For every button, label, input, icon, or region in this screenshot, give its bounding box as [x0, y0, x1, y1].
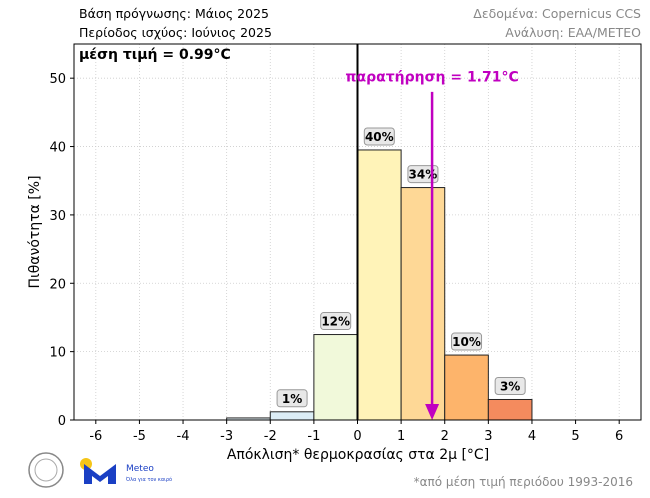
histogram-bar	[313, 334, 358, 421]
meteo-logo-text: Meteo	[126, 464, 154, 474]
x-tick-label: 1	[397, 429, 405, 444]
y-axis-label: Πιθανότητα [%]	[27, 175, 43, 288]
bar-label-box	[407, 165, 439, 184]
bar-label: 3%	[500, 379, 520, 393]
data-source: Δεδομένα: Copernicus CCS	[473, 6, 641, 21]
y-tick-label: 50	[49, 72, 66, 87]
histogram-bar	[400, 187, 446, 421]
meteo-logo-sun	[80, 458, 92, 470]
x-axis-label: Απόκλιση* θερμοκρασίας στα 2μ [°C]	[227, 447, 489, 463]
meteo-logo-m	[84, 464, 116, 484]
university-seal-logo	[28, 452, 64, 488]
bar-label: 12%	[321, 315, 350, 329]
validity-period: Περίοδος ισχύος: Ιούνιος 2025	[79, 25, 272, 40]
histogram-bar	[269, 411, 315, 421]
analysis-credit: Ανάλυση: ΕΑΑ/METEO	[505, 25, 641, 40]
university-seal-inner	[34, 458, 58, 482]
x-tick-label: 6	[615, 429, 623, 444]
mean-label: μέση τιμή = 0.99°C	[79, 47, 231, 63]
y-tick-label: 30	[49, 209, 66, 224]
bar-label-box	[363, 127, 395, 146]
x-tick-label: -3	[220, 429, 233, 444]
histogram-bar	[487, 398, 533, 421]
footnote: *από μέση τιμή περιόδου 1993-2016	[413, 475, 633, 489]
observation-label: παρατήρηση = 1.71°C	[345, 70, 518, 86]
y-tick-label: 40	[49, 141, 66, 156]
y-tick-label: 10	[49, 346, 66, 361]
y-tick-label: 0	[58, 414, 66, 429]
bar-label: 34%	[409, 168, 438, 182]
histogram-bar	[357, 149, 402, 421]
x-tick-label: 5	[571, 429, 579, 444]
bar-label-box	[276, 389, 308, 408]
x-tick-label: -4	[177, 429, 190, 444]
x-tick-label: -5	[133, 429, 146, 444]
bar-label-box	[320, 312, 352, 331]
x-tick-label: 4	[528, 429, 536, 444]
plot-frame	[73, 43, 642, 421]
bar-label: 40%	[365, 130, 394, 144]
bar-label: 10%	[452, 335, 481, 349]
bar-label-box	[494, 376, 526, 395]
x-tick-label: -6	[89, 429, 102, 444]
bar-label: 1%	[282, 392, 302, 406]
histogram-bar	[444, 354, 489, 421]
forecast-base: Βάση πρόγνωσης: Μάιος 2025	[79, 6, 269, 21]
bar-label-box	[451, 332, 483, 351]
x-tick-label: -1	[307, 429, 320, 444]
x-tick-label: 2	[441, 429, 449, 444]
x-tick-label: 3	[484, 429, 492, 444]
y-tick-label: 20	[49, 277, 66, 292]
x-tick-label: -2	[264, 429, 277, 444]
x-tick-label: 0	[353, 429, 361, 444]
meteo-logo-subtext: Όλα για τον καιρό	[125, 476, 172, 483]
observation-arrowhead	[425, 404, 440, 420]
